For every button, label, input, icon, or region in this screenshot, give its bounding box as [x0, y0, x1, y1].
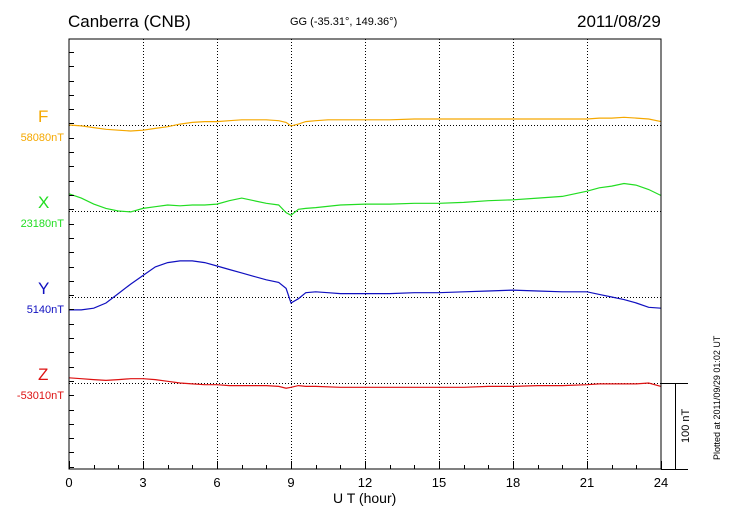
x-tick-label: 15	[431, 475, 447, 490]
x-tick-label: 12	[357, 475, 373, 490]
series-line-f	[68, 116, 662, 132]
station-title: Canberra (CNB)	[68, 12, 191, 31]
baseline-value-z: -53010nT	[16, 390, 64, 402]
scale-bar-label: 100 nT	[680, 408, 692, 443]
x-tick-label: 0	[65, 475, 73, 490]
component-label-y: Y	[38, 279, 50, 298]
x-axis-label: U T (hour)	[333, 490, 397, 506]
baseline-value-x: 23180nT	[20, 218, 64, 230]
x-tick-label: 6	[213, 475, 221, 490]
series-line-y	[69, 260, 662, 311]
plot-frame	[68, 38, 662, 470]
x-tick-label: 9	[287, 475, 295, 490]
data-series	[68, 116, 662, 389]
series-line-z	[68, 377, 662, 389]
plot-date: 2011/08/29	[577, 12, 661, 31]
series-line-x	[68, 182, 662, 217]
component-label-z: Z	[38, 365, 49, 384]
x-tick-label: 18	[505, 475, 521, 490]
station-coordinates: GG (-35.31°, 149.36°)	[290, 16, 398, 28]
x-tick-label: 21	[579, 475, 595, 490]
baselines	[69, 125, 661, 384]
component-label-f: F	[38, 107, 49, 126]
plotted-timestamp: Plotted at 2011/09/29 01:02 UT	[712, 335, 722, 460]
baseline-value-f: 58080nT	[20, 132, 64, 144]
x-tick-label: 3	[139, 475, 147, 490]
grid-lines	[143, 39, 588, 469]
component-label-x: X	[38, 193, 50, 212]
scale-bar	[661, 383, 688, 470]
axis-ticks	[69, 52, 662, 469]
x-tick-label: 24	[653, 475, 669, 490]
baseline-value-y: 5140nT	[26, 304, 64, 316]
